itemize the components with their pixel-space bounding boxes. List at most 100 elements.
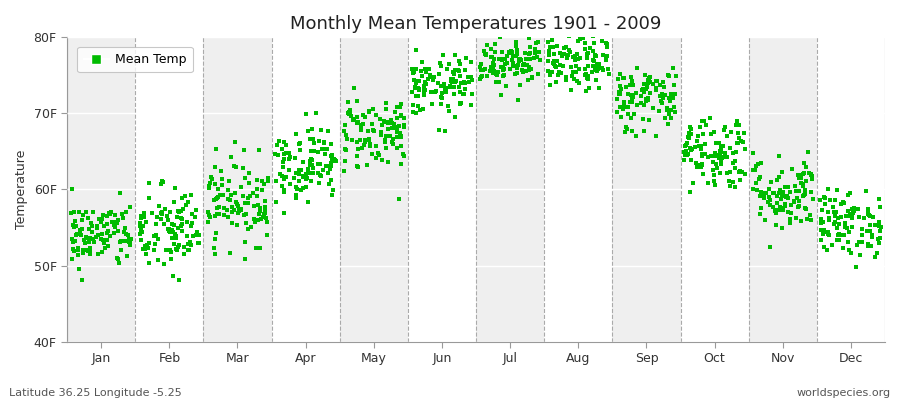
- Point: [857, 215, 871, 221]
- Point: [831, 231, 845, 238]
- Point: [320, 146, 334, 152]
- Point: [275, 164, 290, 171]
- Point: [855, 226, 869, 232]
- Point: [668, 109, 682, 116]
- Point: [441, 103, 455, 110]
- Point: [418, 66, 432, 72]
- Point: [476, 67, 491, 74]
- Point: [66, 222, 80, 228]
- Point: [208, 213, 222, 220]
- Point: [510, 96, 525, 103]
- Point: [778, 184, 793, 190]
- Point: [305, 126, 320, 133]
- Point: [872, 196, 886, 202]
- Point: [381, 126, 395, 132]
- Point: [284, 154, 298, 160]
- Point: [394, 160, 409, 167]
- Point: [255, 187, 269, 194]
- Point: [846, 208, 860, 215]
- Point: [202, 183, 216, 190]
- Point: [547, 58, 562, 64]
- Point: [138, 242, 152, 249]
- Point: [133, 222, 148, 229]
- Point: [845, 209, 859, 216]
- Point: [610, 96, 625, 102]
- Point: [149, 214, 164, 220]
- Point: [500, 28, 515, 34]
- Point: [256, 213, 270, 220]
- Point: [796, 170, 810, 177]
- Point: [394, 132, 409, 139]
- Point: [111, 228, 125, 234]
- Point: [268, 151, 283, 157]
- Point: [176, 194, 190, 201]
- Point: [268, 178, 283, 184]
- Point: [238, 175, 253, 182]
- Point: [428, 89, 443, 96]
- Point: [626, 92, 640, 98]
- Point: [166, 221, 180, 227]
- Point: [452, 58, 466, 64]
- Point: [238, 238, 252, 245]
- Point: [260, 232, 274, 238]
- Point: [406, 68, 420, 74]
- Point: [385, 125, 400, 132]
- Point: [101, 228, 115, 235]
- Point: [464, 74, 479, 80]
- Point: [803, 212, 817, 218]
- Point: [434, 82, 448, 89]
- Point: [573, 35, 588, 42]
- Point: [202, 219, 216, 225]
- Point: [475, 73, 490, 80]
- Point: [724, 129, 739, 136]
- Point: [202, 180, 217, 186]
- Point: [826, 204, 841, 210]
- Point: [203, 214, 218, 220]
- Point: [706, 128, 721, 135]
- Point: [816, 194, 831, 200]
- Point: [151, 256, 166, 263]
- Point: [821, 228, 835, 235]
- Point: [417, 92, 431, 98]
- Point: [704, 153, 718, 159]
- Point: [508, 70, 522, 77]
- Point: [526, 74, 540, 81]
- Point: [703, 114, 717, 121]
- Point: [579, 88, 593, 94]
- Point: [303, 170, 318, 176]
- Point: [221, 186, 236, 193]
- Point: [222, 178, 237, 184]
- Text: Latitude 36.25 Longitude -5.25: Latitude 36.25 Longitude -5.25: [9, 388, 182, 398]
- Point: [269, 199, 284, 206]
- Point: [678, 143, 692, 150]
- Point: [563, 86, 578, 93]
- Point: [571, 56, 585, 62]
- Point: [761, 186, 776, 192]
- Point: [616, 75, 631, 82]
- Point: [487, 56, 501, 62]
- Point: [600, 44, 615, 50]
- Point: [390, 129, 404, 135]
- Point: [553, 50, 567, 56]
- Point: [759, 190, 773, 196]
- Point: [480, 42, 494, 48]
- Point: [559, 44, 573, 51]
- Point: [708, 160, 723, 167]
- Point: [489, 70, 503, 77]
- Point: [417, 83, 431, 89]
- Point: [229, 164, 243, 170]
- Point: [220, 206, 234, 213]
- Point: [495, 49, 509, 56]
- Point: [625, 128, 639, 134]
- Point: [68, 237, 82, 244]
- Point: [372, 152, 386, 158]
- Point: [639, 98, 653, 104]
- Point: [691, 162, 706, 168]
- Point: [84, 251, 98, 257]
- Point: [406, 70, 420, 76]
- Point: [612, 90, 626, 96]
- Point: [683, 189, 698, 196]
- Point: [171, 242, 185, 248]
- Point: [345, 136, 359, 143]
- Point: [694, 146, 708, 152]
